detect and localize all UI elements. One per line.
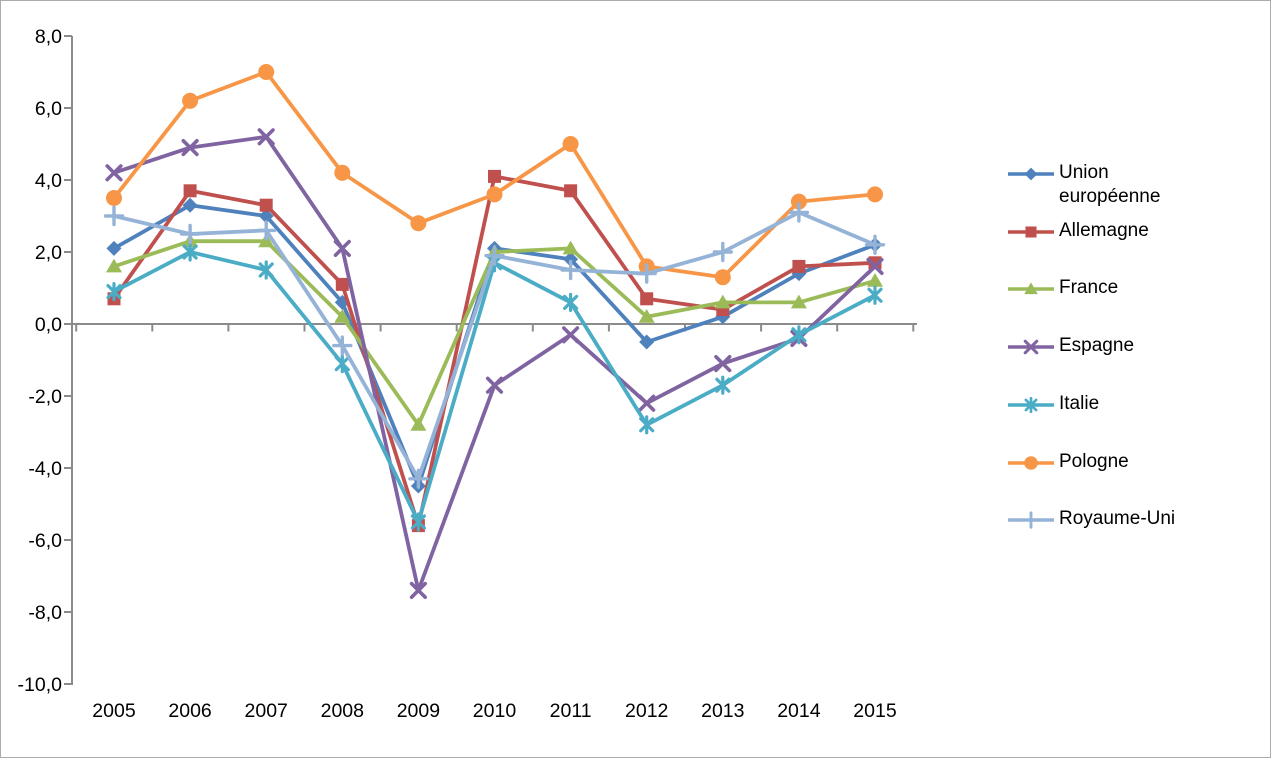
y-axis-label: -6,0	[28, 530, 62, 552]
x-axis-label: 2009	[397, 700, 440, 722]
x-axis-label: 2005	[92, 700, 136, 722]
x-axis-label: 2007	[245, 700, 288, 722]
series-line-espagne	[112, 134, 877, 593]
x-axis-label: 2006	[168, 700, 211, 722]
x-axis-label: 2011	[550, 700, 592, 722]
series-markers-italie	[106, 242, 883, 532]
y-axis-label: -4,0	[28, 458, 62, 480]
series-pologne	[106, 64, 883, 286]
x-axis-label: 2013	[701, 700, 744, 722]
y-axis-label: -8,0	[28, 602, 62, 624]
series-royaume-uni	[103, 202, 886, 489]
y-axis-label: 6,0	[35, 98, 62, 120]
x-axis-label: 2012	[625, 700, 668, 722]
y-axis-label: 2,0	[35, 242, 62, 264]
x-axis-label: 2010	[473, 700, 517, 722]
y-axis-label: 0,0	[35, 314, 62, 336]
y-axis-label: 4,0	[35, 170, 62, 192]
y-axis-label: 8,0	[35, 26, 62, 48]
x-axis-label: 2015	[853, 700, 897, 722]
series-markers-royaume-uni	[103, 202, 886, 489]
axes: 8,0 6,0 4,0 2,0 0,0 -2,0 -4,0 -6,0 -8,0 -10,0 2005…	[18, 26, 917, 722]
x-axis-label: 2008	[321, 700, 364, 722]
y-axis-label: -10,0	[18, 674, 63, 696]
y-axis-label: -2,0	[28, 386, 62, 408]
series-markers-pologne	[106, 64, 883, 286]
x-axis-label: 2014	[777, 700, 821, 722]
